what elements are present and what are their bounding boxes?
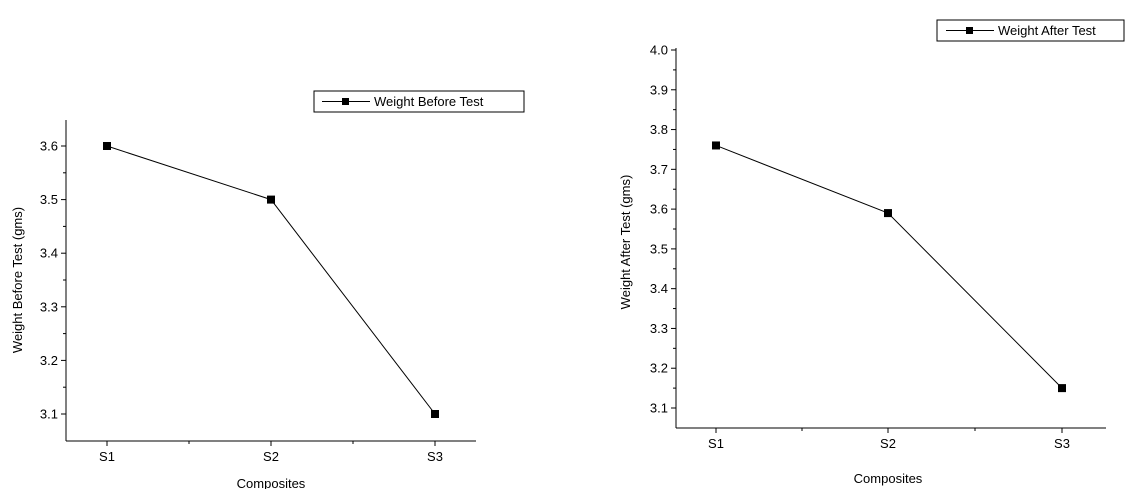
- c2-x-tick-label-2: S3: [1054, 436, 1070, 451]
- chart2-axes: [675, 48, 1106, 429]
- chart1-legend: Weight Before Test: [313, 90, 525, 113]
- c2-y-tick-label-3: 3.4: [650, 281, 668, 296]
- c1-y-tick-label-2: 3.3: [40, 299, 58, 314]
- c1-data-point-2: [431, 410, 439, 418]
- c2-y-tick-label-6: 3.7: [650, 162, 668, 177]
- chart1-legend-label: Weight Before Test: [374, 94, 484, 109]
- chart2-legend-box: [936, 19, 1125, 42]
- chart1-x-ticks: S1 S2 S3: [99, 441, 443, 464]
- chart1-legend-box: [313, 90, 525, 113]
- c2-data-point-1: [884, 209, 892, 218]
- c1-y-tick-label-0: 3.1: [40, 407, 58, 422]
- c2-y-tick-label-5: 3.6: [650, 202, 668, 217]
- chart1-y-axis-title: Weight Before Test (gms): [10, 207, 25, 353]
- c1-y-tick-label-3: 3.4: [40, 246, 58, 261]
- c2-y-tick-label-7: 3.8: [650, 122, 668, 137]
- chart2-legend-marker: [966, 27, 973, 34]
- chart1-x-axis-title: Composites: [237, 476, 306, 489]
- c2-y-tick-label-4: 3.5: [650, 241, 668, 256]
- c2-series-line-0: [715, 145, 1063, 389]
- c1-x-tick-label-0: S1: [99, 449, 115, 464]
- chart2-y-ticks: 3.1 3.2 3.3 3.4 3.5 3.6 3.7 3.8 3.9 4.0: [650, 43, 676, 416]
- c1-data-point-0: [103, 142, 111, 150]
- chart2-legend-label: Weight After Test: [998, 23, 1096, 38]
- c2-y-tick-label-0: 3.1: [650, 401, 668, 416]
- chart1-axes: [65, 120, 476, 442]
- c2-y-tick-label-1: 3.2: [650, 361, 668, 376]
- chart1-series: [103, 142, 439, 418]
- c1-x-tick-label-2: S3: [427, 449, 443, 464]
- chart2-series: [712, 141, 1066, 393]
- chart2-x-ticks: S1 S2 S3: [708, 428, 1070, 451]
- c1-y-tick-label-5: 3.6: [40, 139, 58, 154]
- c1-y-tick-label-1: 3.2: [40, 353, 58, 368]
- c2-y-tick-label-2: 3.3: [650, 321, 668, 336]
- chart2-x-axis-title: Composites: [854, 471, 923, 486]
- c2-data-point-0: [712, 141, 720, 150]
- c2-x-tick-label-0: S1: [708, 436, 724, 451]
- chart1-legend-marker: [342, 98, 349, 105]
- c2-y-tick-label-9: 4.0: [650, 43, 668, 58]
- c1-data-point-1: [267, 195, 275, 204]
- chart1-y-ticks: 3.1 3.2 3.3 3.4 3.5 3.6: [40, 139, 66, 422]
- chart2-legend: Weight After Test: [936, 19, 1125, 42]
- chart2-y-axis-title: Weight After Test (gms): [618, 175, 633, 310]
- chart-before-test: 3.1 3.2 3.3 3.4 3.5 3.6 S1 S2 S3 Composites Wei…: [10, 90, 525, 489]
- c1-series-line-0: [106, 145, 436, 415]
- c2-data-point-2: [1058, 384, 1066, 393]
- c1-x-tick-label-1: S2: [263, 449, 279, 464]
- chart-after-test: 3.1 3.2 3.3 3.4 3.5 3.6 3.7 3.8 3.9 4.0 S1 S2 S3 Co…: [618, 19, 1125, 486]
- c2-y-tick-label-8: 3.9: [650, 82, 668, 97]
- c2-x-tick-label-1: S2: [880, 436, 896, 451]
- c1-y-tick-label-4: 3.5: [40, 192, 58, 207]
